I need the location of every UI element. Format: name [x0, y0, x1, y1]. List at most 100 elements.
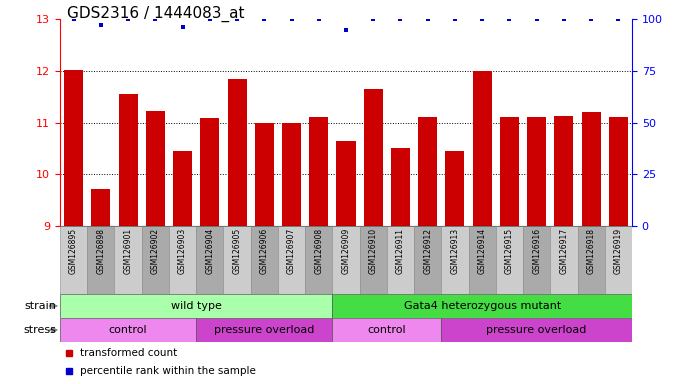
- Text: GSM126917: GSM126917: [559, 228, 568, 274]
- Point: [177, 25, 188, 31]
- Bar: [64, 70, 83, 226]
- Bar: [473, 71, 492, 226]
- Text: GSM126912: GSM126912: [423, 228, 432, 274]
- Bar: [251, 226, 278, 294]
- Text: strain: strain: [24, 301, 56, 311]
- Point: [204, 16, 215, 22]
- Bar: [115, 226, 142, 294]
- Bar: [609, 118, 628, 226]
- Bar: [224, 226, 251, 294]
- Text: pressure overload: pressure overload: [214, 325, 315, 335]
- Text: GSM126895: GSM126895: [69, 228, 78, 274]
- Bar: [391, 149, 410, 226]
- Text: control: control: [108, 325, 147, 335]
- Text: GSM126902: GSM126902: [151, 228, 160, 274]
- Bar: [309, 118, 328, 226]
- Bar: [87, 226, 115, 294]
- Bar: [605, 226, 632, 294]
- Bar: [523, 226, 551, 294]
- Text: GSM126901: GSM126901: [123, 228, 133, 274]
- Text: percentile rank within the sample: percentile rank within the sample: [80, 366, 256, 376]
- Bar: [363, 89, 383, 226]
- Text: GSM126898: GSM126898: [96, 228, 105, 274]
- Point: [477, 16, 487, 22]
- Text: GSM126906: GSM126906: [260, 228, 268, 274]
- Text: Gata4 heterozygous mutant: Gata4 heterozygous mutant: [403, 301, 561, 311]
- Bar: [60, 318, 196, 342]
- Point: [259, 16, 270, 22]
- Point: [367, 16, 378, 22]
- Text: GSM126916: GSM126916: [532, 228, 541, 274]
- Text: GSM126918: GSM126918: [586, 228, 596, 274]
- Text: GSM126905: GSM126905: [233, 228, 241, 274]
- Text: GSM126908: GSM126908: [315, 228, 323, 274]
- Bar: [441, 318, 632, 342]
- Bar: [500, 118, 519, 226]
- Text: GSM126909: GSM126909: [342, 228, 351, 274]
- Point: [450, 16, 460, 22]
- Point: [313, 16, 324, 22]
- Bar: [551, 226, 578, 294]
- Point: [586, 16, 597, 22]
- Point: [123, 16, 134, 22]
- Text: GDS2316 / 1444083_at: GDS2316 / 1444083_at: [66, 6, 244, 22]
- Text: GSM126910: GSM126910: [369, 228, 378, 274]
- Bar: [60, 294, 332, 318]
- Text: GSM126911: GSM126911: [396, 228, 405, 274]
- Point: [504, 16, 515, 22]
- Bar: [305, 226, 332, 294]
- Text: GSM126907: GSM126907: [287, 228, 296, 274]
- Bar: [142, 226, 169, 294]
- Bar: [555, 116, 574, 226]
- Bar: [92, 189, 111, 226]
- Text: GSM126904: GSM126904: [205, 228, 214, 274]
- Point: [232, 16, 243, 22]
- Bar: [282, 122, 301, 226]
- Bar: [278, 226, 305, 294]
- Point: [286, 16, 297, 22]
- Bar: [359, 226, 387, 294]
- Point: [68, 16, 79, 22]
- Bar: [119, 94, 138, 226]
- Bar: [332, 226, 359, 294]
- Bar: [196, 318, 332, 342]
- Bar: [414, 226, 441, 294]
- Text: GSM126914: GSM126914: [478, 228, 487, 274]
- Bar: [169, 226, 196, 294]
- Bar: [441, 226, 468, 294]
- Point: [150, 16, 161, 22]
- Bar: [255, 122, 274, 226]
- Bar: [146, 111, 165, 226]
- Text: wild type: wild type: [171, 301, 222, 311]
- Bar: [200, 119, 220, 226]
- Text: control: control: [367, 325, 406, 335]
- Text: transformed count: transformed count: [80, 348, 177, 358]
- Point: [96, 22, 106, 28]
- Bar: [332, 294, 632, 318]
- Bar: [173, 151, 192, 226]
- Bar: [336, 141, 355, 226]
- Text: GSM126913: GSM126913: [450, 228, 460, 274]
- Point: [395, 16, 406, 22]
- Bar: [578, 226, 605, 294]
- Bar: [196, 226, 224, 294]
- Text: GSM126915: GSM126915: [505, 228, 514, 274]
- Bar: [582, 112, 601, 226]
- Point: [422, 16, 433, 22]
- Bar: [387, 226, 414, 294]
- Bar: [228, 79, 247, 226]
- Text: GSM126919: GSM126919: [614, 228, 623, 274]
- Point: [532, 16, 542, 22]
- Point: [613, 16, 624, 22]
- Bar: [445, 151, 464, 226]
- Text: GSM126903: GSM126903: [178, 228, 187, 274]
- Bar: [418, 118, 437, 226]
- Bar: [496, 226, 523, 294]
- Point: [559, 16, 570, 22]
- Point: [340, 26, 351, 33]
- Bar: [60, 226, 87, 294]
- Text: pressure overload: pressure overload: [487, 325, 587, 335]
- Bar: [527, 118, 546, 226]
- Bar: [468, 226, 496, 294]
- Text: stress: stress: [24, 325, 56, 335]
